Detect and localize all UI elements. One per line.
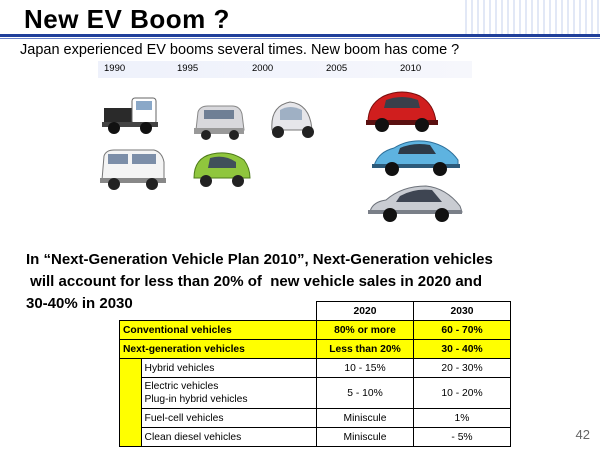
- subcategory-indent-marker: [119, 358, 142, 447]
- table-row: Conventional vehicles 80% or more 60 - 7…: [119, 320, 511, 340]
- year-label: 2005: [326, 63, 348, 74]
- row-label: Next-generation vehicles: [119, 339, 317, 359]
- row-value-2030: 30 - 40%: [413, 339, 511, 359]
- title-underline: [0, 34, 600, 37]
- headline-line: In “Next-Generation Vehicle Plan 2010”, …: [26, 251, 493, 268]
- table-row: Hybrid vehicles 10 - 15% 20 - 30%: [119, 358, 511, 447]
- slide-title: New EV Boom ?: [24, 4, 230, 34]
- row-value-2030: 20 - 30%: [413, 358, 511, 378]
- row-value-2020: Miniscule: [316, 408, 414, 428]
- table-header-2030: 2030: [413, 301, 511, 321]
- table-header-blank: [119, 301, 317, 321]
- page-number: 42: [575, 427, 590, 442]
- year-label: 1995: [177, 63, 199, 74]
- table-header-2020: 2020: [316, 301, 414, 321]
- headline-text: In “Next-Generation Vehicle Plan 2010”, …: [26, 249, 586, 315]
- row-label: Fuel-cell vehicles: [140, 408, 318, 428]
- table-row: Clean diesel vehicles Miniscule - 5%: [120, 427, 511, 447]
- row-label-group: Electric vehicles Plug-in hybrid vehicle…: [140, 377, 318, 409]
- year-label: 2000: [252, 63, 274, 74]
- white-van-car-icon: [100, 149, 166, 190]
- table-header-row: 2020 2030: [119, 301, 511, 321]
- row-value-2030: 10 - 20%: [413, 377, 511, 409]
- row-value-2020: Miniscule: [316, 427, 414, 447]
- row-label: Conventional vehicles: [119, 320, 317, 340]
- headline-line: will account for less than 20% of new ve…: [26, 273, 482, 290]
- table-row: Fuel-cell vehicles Miniscule 1%: [120, 408, 511, 428]
- row-label: Hybrid vehicles: [140, 358, 318, 378]
- row-value-2020: 10 - 15%: [316, 358, 414, 378]
- row-label-secondary: Plug-in hybrid vehicles: [144, 394, 248, 405]
- green-micro-car-icon: [193, 152, 251, 187]
- red-ev-hatch-icon: [366, 91, 438, 132]
- small-hatch-car-icon: [194, 105, 245, 140]
- row-value-2030: 60 - 70%: [413, 320, 511, 340]
- year-timeline: [98, 61, 472, 78]
- table-row: Next-generation vehicles Less than 20% 3…: [119, 339, 511, 359]
- title-underline-thin: [0, 38, 600, 39]
- slide-subtitle: Japan experienced EV booms several times…: [20, 42, 460, 58]
- silver-hybrid-car-icon: [368, 185, 463, 222]
- row-value-2030: - 5%: [413, 427, 511, 447]
- row-value-2020: 5 - 10%: [316, 377, 414, 409]
- row-label: Clean diesel vehicles: [140, 427, 318, 447]
- row-value-2020: Less than 20%: [316, 339, 414, 359]
- year-label: 2010: [400, 63, 422, 74]
- mini-truck-car-icon: [102, 97, 158, 134]
- year-label: 1990: [104, 63, 126, 74]
- single-seat-ev-icon: [271, 101, 314, 138]
- row-value-2020: 80% or more: [316, 320, 414, 340]
- title-decoration: [465, 0, 600, 34]
- blue-ev-hatch-icon: [372, 140, 460, 176]
- row-value-2030: 1%: [413, 408, 511, 428]
- table-row: Electric vehicles Plug-in hybrid vehicle…: [120, 377, 511, 409]
- row-label: Electric vehicles: [144, 381, 219, 392]
- headline-line: 30-40% in 2030: [26, 295, 133, 312]
- vehicle-share-table: 2020 2030 Conventional vehicles 80% or m…: [119, 301, 511, 447]
